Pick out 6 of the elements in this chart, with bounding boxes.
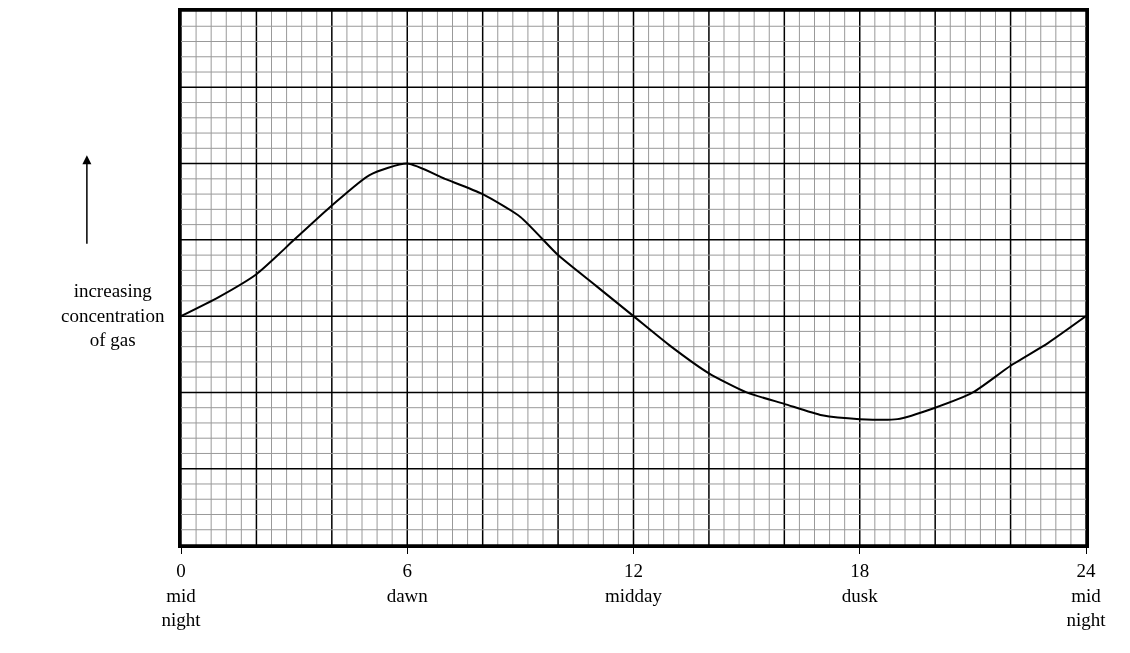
x-tick-label: 6 dawn <box>386 559 429 606</box>
x-tick-label: 24 mid night <box>1066 559 1107 631</box>
x-tick-label: 18 dusk <box>841 559 879 606</box>
x-tick-label: 0 mid night <box>161 559 202 631</box>
y-axis-title: increasing concentration of gas <box>61 280 165 351</box>
x-tick-label: 12 midday <box>605 559 663 606</box>
